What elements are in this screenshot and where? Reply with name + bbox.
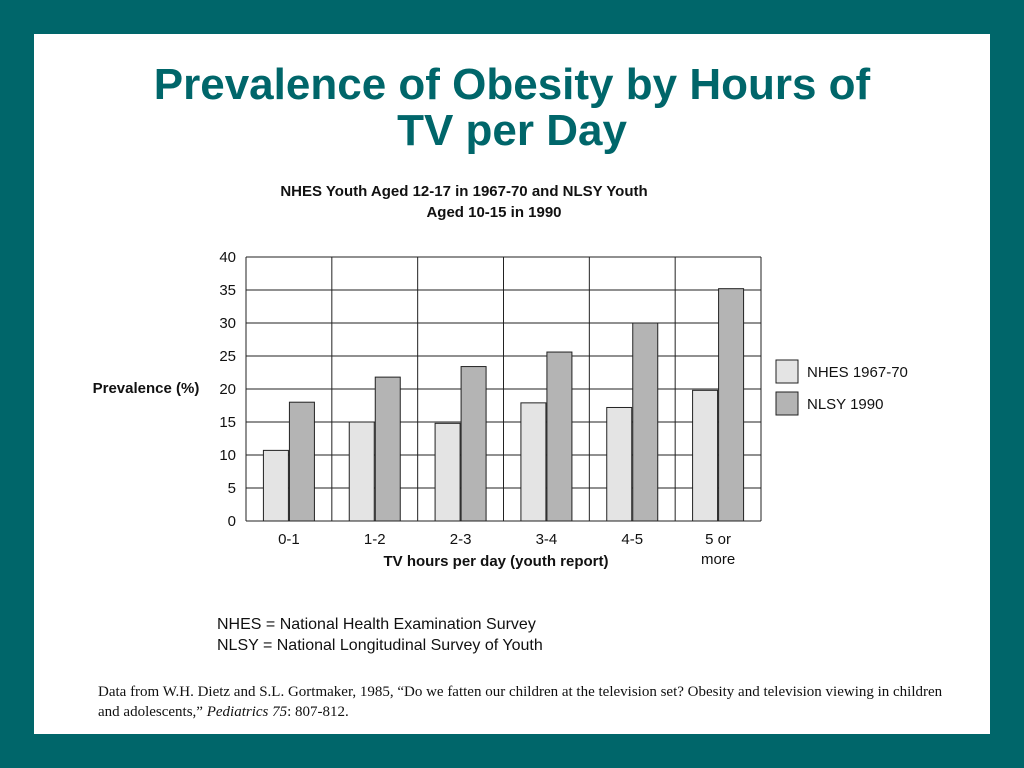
x-tick-label: 4-5 [621,531,643,548]
slide-title: Prevalence of Obesity by Hours of TV per… [34,62,990,154]
x-tick-label: 1-2 [364,531,386,548]
bar-nhes [262,449,289,522]
legend-swatch-nlsy [775,391,799,416]
y-tick-label: 25 [219,348,236,365]
bar-nlsy [460,366,487,522]
source-citation: Data from W.H. Dietz and S.L. Gortmaker,… [98,682,958,722]
slide-title-line-2: TV per Day [397,106,627,155]
legend-label-nhes: NHES 1967-70 [807,364,908,381]
chart-title-line-2: Aged 10-15 in 1990 [426,204,561,221]
x-tick-label: more [701,551,735,568]
y-tick-label: 10 [219,447,236,464]
bar-chart: NHES Youth Aged 12-17 in 1967-70 and NLS… [93,183,908,570]
x-axis-label: TV hours per day (youth report) [383,553,608,570]
legend-swatch-nhes [775,359,799,384]
y-tick-label: 5 [228,480,236,497]
x-tick-label: 3-4 [536,531,558,548]
legend-label-nlsy: NLSY 1990 [807,396,883,413]
bar-nhes [434,422,461,522]
x-tick-label: 0-1 [278,531,300,548]
slide-title-line-1: Prevalence of Obesity by Hours of [153,60,871,109]
bar-nhes [692,389,719,522]
note-nlsy: NLSY = National Longitudinal Survey of Y… [217,637,543,654]
citation-pages: : 807-812. [287,704,349,720]
bar-nhes [520,402,547,522]
bar-nlsy [288,401,315,522]
y-tick-label: 15 [219,414,236,431]
citation-journal: Pediatrics 75 [206,704,288,720]
bar-nhes [348,421,375,522]
y-tick-label: 0 [228,513,236,530]
bar-nlsy [374,376,401,522]
bar-nlsy [546,351,573,522]
y-tick-label: 20 [219,381,236,398]
bar-nlsy [632,322,659,522]
abbreviation-notes: NHES = National Health Examination Surve… [217,614,543,656]
y-axis-label: Prevalence (%) [93,380,200,397]
y-tick-label: 30 [219,315,236,332]
citation-text: Data from W.H. Dietz and S.L. Gortmaker,… [98,684,943,720]
bar-nlsy [718,288,745,522]
bar-nhes [606,406,633,522]
y-tick-label: 35 [219,282,236,299]
slide: Prevalence of Obesity by Hours of TV per… [34,34,990,734]
y-tick-label: 40 [219,249,236,266]
note-nhes: NHES = National Health Examination Surve… [217,616,536,633]
x-tick-label: 2-3 [450,531,472,548]
x-tick-label: 5 or [705,531,731,548]
chart-title-line-1: NHES Youth Aged 12-17 in 1967-70 and NLS… [280,183,647,200]
